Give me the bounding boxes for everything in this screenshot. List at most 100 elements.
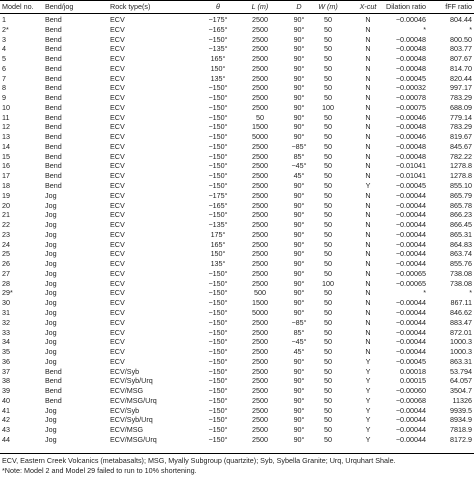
- cell-dip: 90°: [293, 288, 305, 298]
- cell-model-no: 41: [2, 405, 10, 415]
- cell-dip: 90°: [293, 24, 305, 34]
- cell-fff-ratio: 1000.3: [450, 347, 472, 357]
- cell-fff-ratio: 804.44: [450, 15, 472, 24]
- cell-theta: −150°: [208, 415, 228, 425]
- cell-bend-jog: Bend: [45, 83, 62, 93]
- cell-dilation-ratio: −0.01041: [395, 161, 426, 171]
- cell-rock-types: ECV: [110, 259, 125, 269]
- cell-width: 50: [324, 161, 332, 171]
- cell-length: 2500: [252, 376, 268, 386]
- cell-fff-ratio: 800.50: [450, 34, 472, 44]
- cell-dip: 90°: [293, 122, 305, 132]
- cell-bend-jog: Jog: [45, 278, 57, 288]
- cell-dip: 90°: [293, 15, 305, 24]
- cell-rock-types: ECV: [110, 298, 125, 308]
- cell-theta: −150°: [208, 434, 228, 444]
- cell-rock-types: ECV/Syb: [110, 405, 140, 415]
- header-width: W (m): [318, 2, 338, 11]
- cell-bend-jog: Jog: [45, 200, 57, 210]
- cell-dip: 90°: [293, 395, 305, 405]
- table-row: 14 Bend ECV −150° 2500 −85° 50 N −0.00048 845.67: [0, 142, 474, 152]
- cell-width: 50: [324, 239, 332, 249]
- cell-dilation-ratio: −0.00044: [395, 298, 426, 308]
- cell-model-no: 26: [2, 259, 10, 269]
- cell-dip: 90°: [293, 210, 305, 220]
- cell-bend-jog: Bend: [45, 161, 62, 171]
- cell-fff-ratio: 779.14: [450, 112, 472, 122]
- cell-dilation-ratio: −0.00044: [395, 220, 426, 230]
- table-row: 18 Bend ECV −150° 2500 90° 50 Y −0.00045 855.10: [0, 181, 474, 191]
- cell-length: 2500: [252, 102, 268, 112]
- table-row: 7 Bend ECV 135° 2500 90° 50 N −0.00045 820.44: [0, 74, 474, 84]
- cell-model-no: 44: [2, 434, 10, 444]
- cell-rock-types: ECV: [110, 24, 125, 34]
- cell-x-cut: N: [365, 63, 371, 73]
- header-bend-jog: Bend/jog: [45, 2, 74, 11]
- cell-width: 50: [324, 171, 332, 181]
- cell-x-cut: N: [365, 24, 371, 34]
- cell-bend-jog: Jog: [45, 405, 57, 415]
- table-row: 29* Jog ECV −150° 500 90° 50 N * *: [0, 288, 474, 298]
- cell-length: 2500: [252, 141, 268, 151]
- cell-length: 2500: [252, 278, 268, 288]
- cell-dilation-ratio: −0.00048: [395, 44, 426, 54]
- cell-width: 50: [324, 181, 332, 191]
- cell-width: 50: [324, 141, 332, 151]
- cell-fff-ratio: 865.31: [450, 229, 472, 239]
- cell-model-no: 16: [2, 161, 10, 171]
- cell-x-cut: N: [365, 122, 371, 132]
- table-row: 19 Jog ECV −175° 2500 90° 50 N −0.00044 865.79: [0, 191, 474, 201]
- cell-theta: −150°: [208, 278, 228, 288]
- table-row: 15 Bend ECV −150° 2500 85° 50 N −0.00048 782.22: [0, 152, 474, 162]
- cell-model-no: 37: [2, 366, 10, 376]
- cell-model-no: 33: [2, 327, 10, 337]
- cell-rock-types: ECV: [110, 347, 125, 357]
- cell-width: 50: [324, 317, 332, 327]
- cell-dip: 90°: [293, 44, 305, 54]
- cell-model-no: 13: [2, 132, 10, 142]
- cell-dip: 90°: [293, 132, 305, 142]
- cell-theta: −150°: [208, 141, 228, 151]
- cell-bend-jog: Bend: [45, 93, 62, 103]
- cell-fff-ratio: 820.44: [450, 73, 472, 83]
- cell-theta: −150°: [208, 317, 228, 327]
- cell-x-cut: N: [365, 93, 371, 103]
- cell-bend-jog: Bend: [45, 376, 62, 386]
- cell-fff-ratio: 8172.9: [450, 434, 472, 444]
- cell-model-no: 43: [2, 425, 10, 435]
- cell-width: 50: [324, 15, 332, 24]
- cell-dip: −45°: [291, 161, 307, 171]
- cell-fff-ratio: 783.29: [450, 93, 472, 103]
- cell-rock-types: ECV/MSG/Urq: [110, 395, 157, 405]
- cell-x-cut: N: [365, 112, 371, 122]
- cell-length: 2500: [252, 366, 268, 376]
- cell-model-no: 36: [2, 356, 10, 366]
- cell-model-no: 12: [2, 122, 10, 132]
- cell-bend-jog: Jog: [45, 434, 57, 444]
- cell-dip: −45°: [291, 337, 307, 347]
- cell-model-no: 9: [2, 93, 6, 103]
- header-x-cut: X-cut: [359, 2, 377, 11]
- cell-fff-ratio: 845.67: [450, 141, 472, 151]
- cell-fff-ratio: 997.17: [450, 83, 472, 93]
- cell-bend-jog: Jog: [45, 425, 57, 435]
- cell-x-cut: Y: [365, 405, 371, 415]
- cell-x-cut: N: [365, 288, 371, 298]
- cell-dip: 45°: [293, 171, 305, 181]
- cell-fff-ratio: *: [469, 24, 472, 34]
- cell-width: 50: [324, 93, 332, 103]
- cell-bend-jog: Jog: [45, 259, 57, 269]
- cell-x-cut: N: [365, 347, 371, 357]
- cell-bend-jog: Bend: [45, 112, 62, 122]
- cell-rock-types: ECV: [110, 132, 125, 142]
- cell-length: 2500: [252, 229, 268, 239]
- cell-width: 50: [324, 337, 332, 347]
- table-row: 40 Bend ECV/MSG/Urq −150° 2500 90° 50 Y −0.00068…: [0, 396, 474, 406]
- cell-theta: 150°: [210, 63, 226, 73]
- cell-theta: −150°: [208, 210, 228, 220]
- cell-model-no: 19: [2, 190, 10, 200]
- header-dip: D: [296, 2, 302, 11]
- cell-theta: −150°: [208, 395, 228, 405]
- cell-fff-ratio: 3504.7: [450, 386, 472, 396]
- cell-bend-jog: Bend: [45, 24, 62, 34]
